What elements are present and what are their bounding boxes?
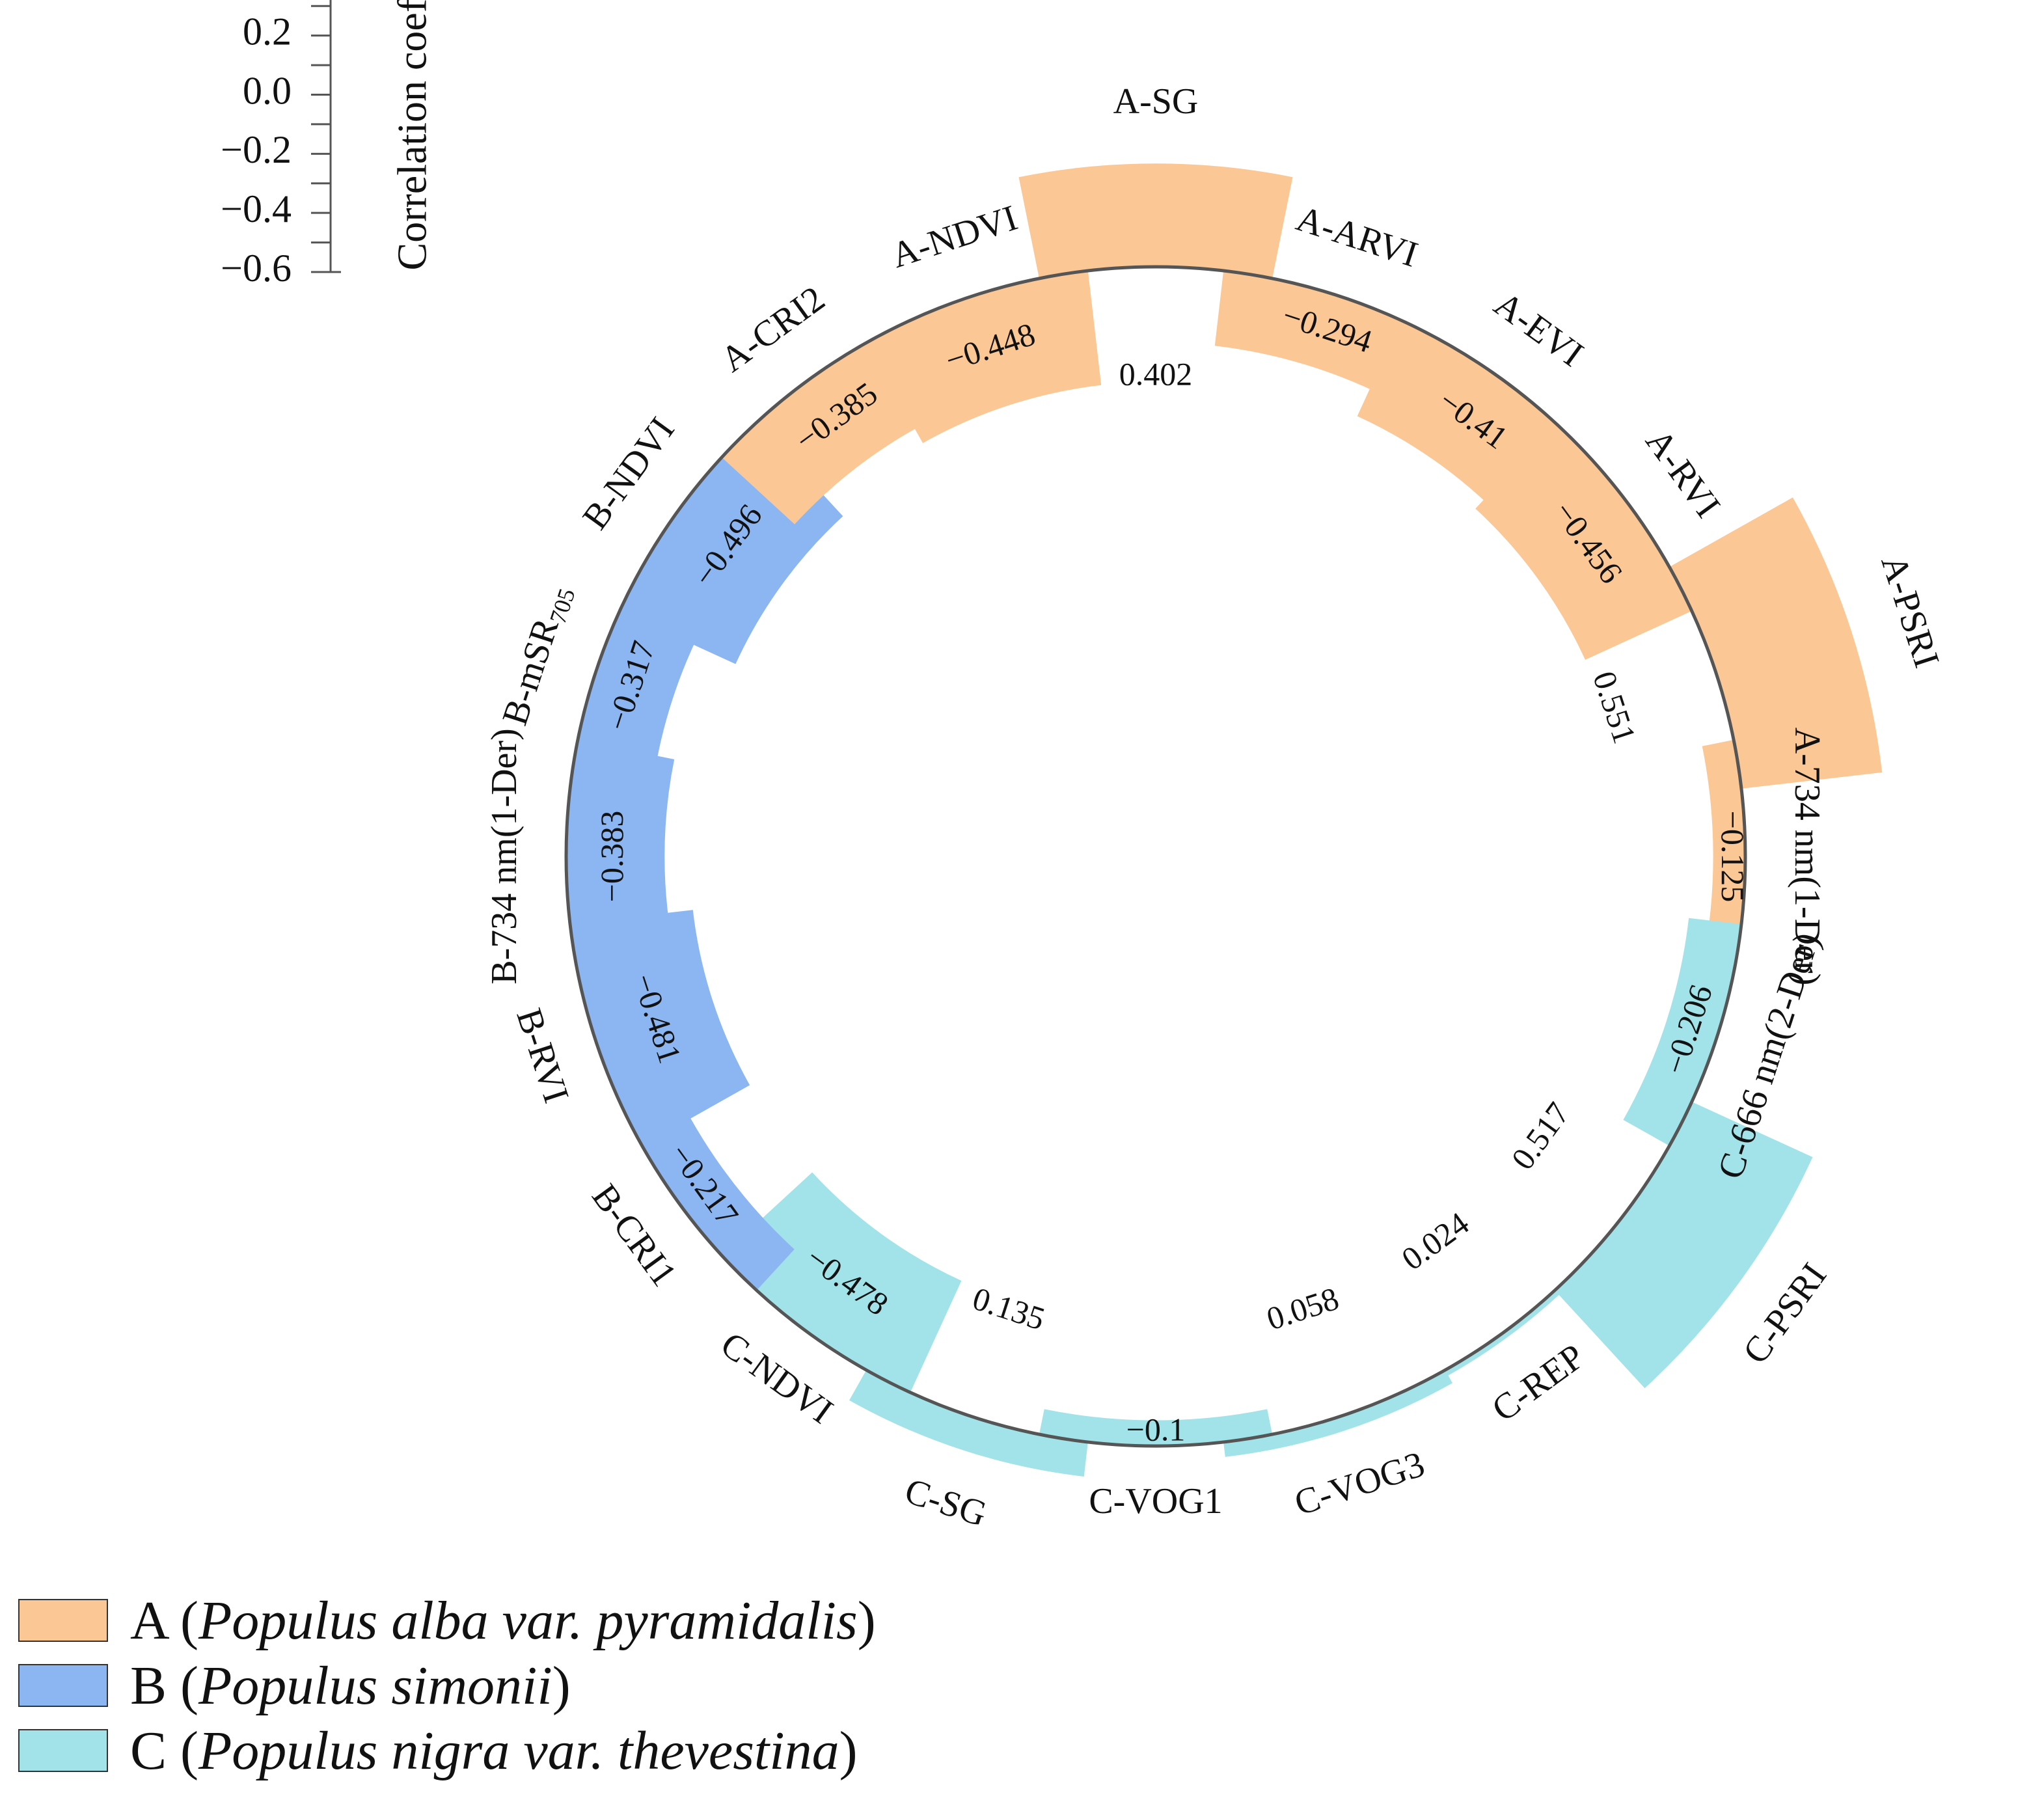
bar-A-NDVI	[866, 271, 1102, 443]
bar-C-VOG1	[1039, 1409, 1273, 1446]
category-label: C-SG	[900, 1471, 992, 1534]
value-label: 0.517	[1504, 1095, 1576, 1176]
legend-swatch-c	[18, 1729, 108, 1772]
y-tick-label: −0.6	[221, 247, 292, 290]
y-axis: 0.60.40.20.0−0.2−0.4−0.6	[221, 0, 341, 290]
y-tick-label: −0.2	[221, 128, 292, 171]
category-label: A-RVI	[1637, 422, 1728, 525]
legend-label-a: A (Populus alba var. pyramidalis)	[130, 1590, 876, 1651]
category-label: C-VOG1	[1089, 1481, 1222, 1521]
value-label: 0.058	[1262, 1280, 1343, 1337]
category-label: A-734 nm(1-Der)	[1787, 728, 1827, 986]
bar-C-NDVI	[722, 1172, 962, 1393]
category-label: B-NDVI	[575, 410, 682, 537]
bar-A-RVI	[1475, 422, 1692, 660]
legend-label-b: B (Populus simonii)	[130, 1655, 571, 1716]
category-label: B-CRI1	[584, 1177, 684, 1294]
category-label: B-RVI	[508, 1003, 577, 1108]
legend-item-a: A (Populus alba var. pyramidalis)	[18, 1588, 876, 1653]
y-axis-label: Correlation coefficient	[389, 0, 435, 270]
bar-C-VOG3	[1223, 1370, 1453, 1457]
bar-C-PSRI	[1555, 1102, 1813, 1389]
value-label: 0.402	[1119, 355, 1193, 392]
category-label: C-REP	[1485, 1337, 1592, 1430]
bar-B-734 nm(1-Der)	[566, 739, 675, 974]
value-label: 0.551	[1586, 667, 1643, 748]
y-tick-label: −0.4	[221, 187, 292, 230]
legend-swatch-b	[18, 1664, 108, 1707]
bar-A-SG	[1018, 163, 1293, 279]
category-label: A-ARVI	[1292, 198, 1423, 275]
value-label: −0.1	[1126, 1411, 1186, 1448]
bar-B-RVI	[570, 910, 750, 1146]
legend-item-c: C (Populus nigra var. thevestina)	[18, 1718, 876, 1783]
category-label: A-PSRI	[1873, 550, 1947, 672]
category-label: A-EVI	[1487, 284, 1591, 375]
legend-swatch-a	[18, 1599, 108, 1642]
legend: A (Populus alba var. pyramidalis) B (Pop…	[18, 1588, 876, 1783]
legend-item-b: B (Populus simonii)	[18, 1653, 876, 1718]
category-label: B-734 nm(1-Der)	[484, 728, 525, 984]
value-label: 0.024	[1395, 1205, 1475, 1277]
bar-C-SG	[849, 1370, 1088, 1477]
value-label: −0.383	[593, 811, 630, 903]
baseline-circle	[564, 265, 1747, 1448]
category-label: A-CRI2	[713, 279, 832, 380]
category-label: C-PSRI	[1736, 1256, 1835, 1371]
legend-label-c: C (Populus nigra var. thevestina)	[130, 1720, 858, 1781]
category-label: A-SG	[1113, 81, 1199, 122]
category-label: B-mSR705	[495, 580, 580, 731]
value-label: 0.135	[968, 1280, 1049, 1337]
bar-A-734 nm(1-Der)	[1702, 739, 1746, 974]
bar-A-PSRI	[1669, 497, 1883, 789]
bars-layer	[566, 163, 1883, 1477]
y-tick-label: 0.0	[243, 69, 292, 112]
category-label: A-NDVI	[886, 198, 1022, 276]
y-tick-label: 0.2	[243, 10, 292, 53]
value-label: −0.125	[1715, 811, 1751, 903]
bar-C-666 nm(2-Der)	[1623, 918, 1741, 1146]
category-label: C-VOG3	[1290, 1444, 1429, 1523]
